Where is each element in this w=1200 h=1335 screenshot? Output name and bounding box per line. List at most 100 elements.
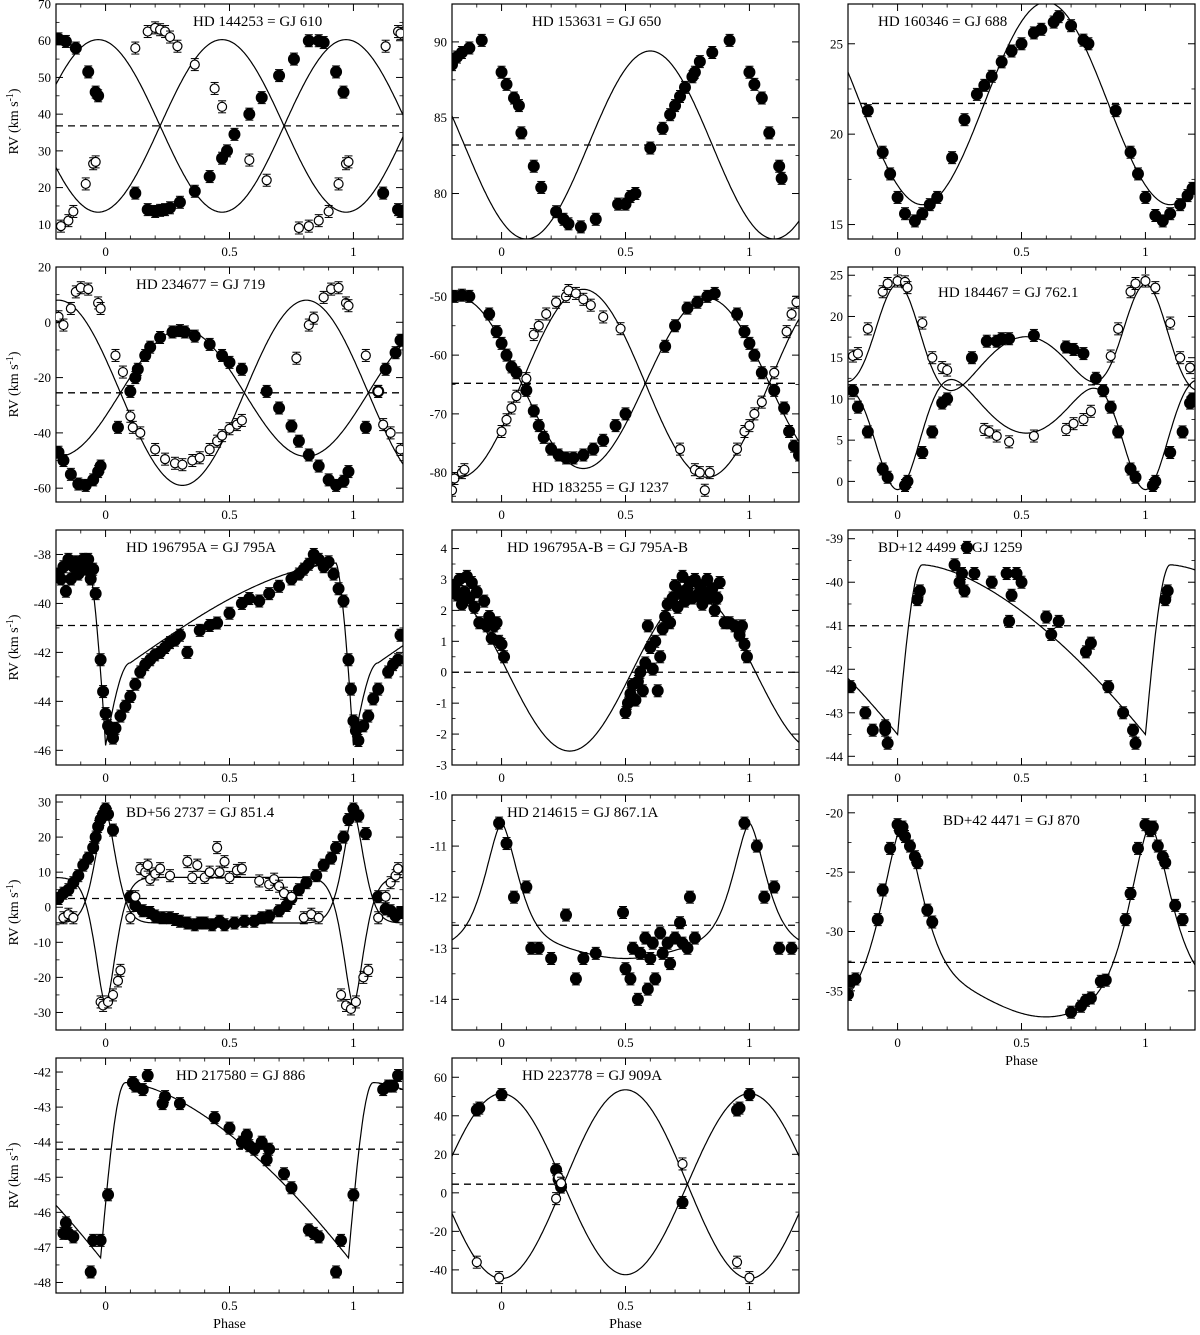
data-point-open bbox=[177, 459, 188, 470]
data-point-filled bbox=[965, 351, 978, 364]
data-point-filled bbox=[768, 384, 781, 397]
data-point-filled bbox=[636, 684, 649, 697]
data-point-filled bbox=[755, 92, 768, 104]
x-tick-label: 1 bbox=[746, 1035, 753, 1050]
data-point-filled bbox=[1040, 611, 1053, 624]
data-point-open bbox=[704, 467, 715, 478]
series-1-filled bbox=[861, 10, 1195, 228]
data-point-filled bbox=[87, 563, 100, 576]
data-point-open bbox=[917, 317, 928, 329]
data-point-filled bbox=[473, 1102, 486, 1115]
y-tick-label: 0 bbox=[837, 474, 844, 489]
data-point-filled bbox=[159, 1090, 172, 1103]
data-point-filled bbox=[144, 341, 157, 354]
orbit-curve-2 bbox=[56, 328, 403, 457]
chart-panel-1: 0 0.5 1 10 20 30 40 50 60 70 HD 144253 = GJ 610 RV … bbox=[5, 0, 404, 259]
data-point-filled bbox=[392, 653, 403, 666]
data-point-open bbox=[452, 485, 458, 496]
data-point-filled bbox=[1052, 615, 1065, 628]
series-1-filled bbox=[452, 33, 788, 234]
data-point-filled bbox=[587, 443, 600, 456]
data-point-filled bbox=[1127, 724, 1140, 737]
data-point-filled bbox=[1097, 384, 1110, 397]
data-point-filled bbox=[562, 217, 575, 230]
data-point-filled bbox=[342, 813, 355, 826]
data-point-filled bbox=[223, 356, 236, 369]
data-point-filled bbox=[273, 69, 286, 82]
data-point-filled bbox=[980, 335, 993, 348]
data-point-filled bbox=[891, 191, 904, 204]
data-point-open bbox=[236, 863, 247, 874]
data-point-filled bbox=[173, 1097, 186, 1110]
data-point-filled bbox=[693, 55, 706, 68]
data-point-filled bbox=[240, 1129, 253, 1142]
y-tick-label: -80 bbox=[430, 465, 447, 480]
data-point-open bbox=[313, 215, 324, 226]
x-tick-label: 0 bbox=[102, 507, 109, 522]
data-point-filled bbox=[94, 460, 107, 473]
data-point-filled bbox=[793, 449, 799, 461]
data-point-open bbox=[125, 411, 136, 422]
data-point-open bbox=[343, 156, 354, 167]
data-point-filled bbox=[617, 906, 630, 919]
data-point-filled bbox=[327, 568, 340, 581]
x-tick-label: 0.5 bbox=[221, 1298, 237, 1313]
data-point-open bbox=[786, 308, 797, 320]
plot-area bbox=[452, 816, 799, 1006]
y-tick-label: 5 bbox=[837, 433, 844, 448]
data-point-filled bbox=[235, 363, 248, 376]
y-tick-label: 0 bbox=[441, 1185, 448, 1200]
data-point-open bbox=[150, 444, 161, 455]
data-point-filled bbox=[188, 185, 201, 198]
data-point-filled bbox=[1077, 347, 1090, 360]
data-point-filled bbox=[631, 993, 644, 1006]
data-point-open bbox=[1184, 362, 1195, 373]
data-point-filled bbox=[913, 584, 926, 597]
data-point-open bbox=[1004, 436, 1015, 447]
data-point-filled bbox=[337, 594, 350, 607]
data-point-filled bbox=[300, 876, 313, 889]
x-tick-label: 0.5 bbox=[617, 244, 633, 259]
data-point-filled bbox=[342, 653, 355, 666]
data-point-filled bbox=[154, 331, 167, 344]
data-point-filled bbox=[1139, 191, 1152, 204]
data-point-filled bbox=[708, 287, 721, 300]
y-tick-label: 30 bbox=[38, 795, 51, 810]
data-point-filled bbox=[285, 419, 298, 432]
data-point-open bbox=[303, 221, 314, 232]
data-point-filled bbox=[478, 595, 491, 608]
data-point-open bbox=[1125, 286, 1136, 297]
series-1-filled bbox=[848, 328, 1195, 493]
data-point-filled bbox=[926, 915, 939, 928]
data-point-filled bbox=[260, 1153, 273, 1166]
data-point-filled bbox=[1129, 737, 1142, 750]
y-tick-label: -1 bbox=[436, 696, 447, 711]
x-tick-label: 0.5 bbox=[1013, 507, 1029, 522]
data-point-filled bbox=[394, 334, 403, 347]
data-point-filled bbox=[916, 446, 929, 459]
x-tick-label: 0 bbox=[498, 770, 505, 785]
data-point-open bbox=[1085, 406, 1097, 417]
data-point-open bbox=[142, 860, 153, 871]
data-point-open bbox=[373, 912, 384, 923]
data-point-filled bbox=[619, 962, 632, 975]
y-axis-title: RV (km s-1) bbox=[5, 879, 22, 945]
data-point-open bbox=[333, 282, 344, 293]
y-tick-label: -42 bbox=[34, 645, 51, 660]
data-point-open bbox=[395, 28, 403, 39]
data-point-filled bbox=[394, 205, 403, 218]
y-tick-label: -40 bbox=[34, 596, 51, 611]
data-point-open bbox=[214, 867, 225, 878]
data-point-open bbox=[107, 989, 119, 1001]
plot-area bbox=[452, 33, 799, 239]
data-point-filled bbox=[512, 99, 525, 112]
x-tick-label: 0.5 bbox=[221, 244, 237, 259]
y-tick-label: 70 bbox=[38, 0, 51, 12]
series-2-open bbox=[848, 274, 1195, 449]
data-point-filled bbox=[956, 567, 969, 580]
data-point-open bbox=[80, 178, 91, 190]
data-point-filled bbox=[87, 841, 100, 854]
data-point-open bbox=[164, 870, 176, 881]
data-point-filled bbox=[740, 650, 753, 663]
data-point-filled bbox=[1176, 913, 1189, 926]
